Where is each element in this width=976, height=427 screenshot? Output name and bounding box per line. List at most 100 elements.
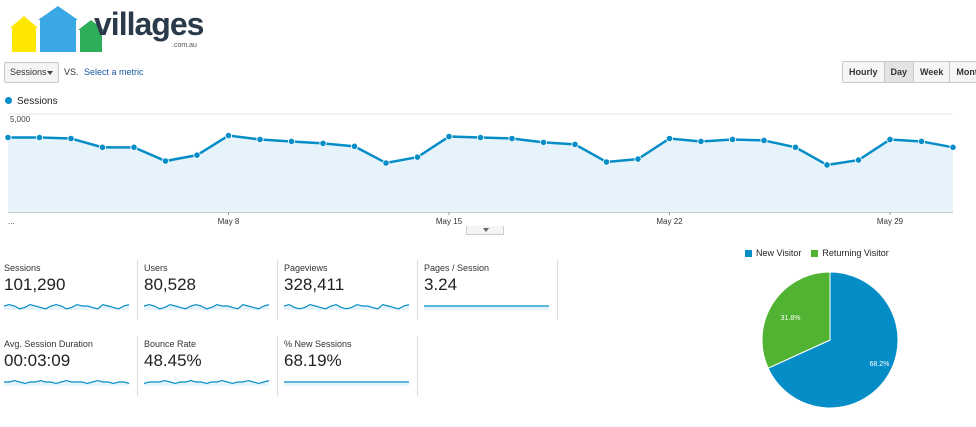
metric-tile-value: 101,290 (4, 275, 66, 294)
data-point[interactable] (413, 153, 422, 161)
metric-select-value: Sessions (10, 67, 47, 77)
select-metric-link[interactable]: Select a metric (84, 67, 144, 77)
legend-label: New Visitor (756, 248, 802, 258)
data-point[interactable] (917, 137, 926, 146)
metric-tile-sessions[interactable]: Sessions 101,290 (0, 260, 138, 320)
data-point[interactable] (161, 157, 170, 165)
sparkline-area (424, 306, 549, 310)
sessions-legend-marker (5, 97, 12, 104)
logo-blue-house (40, 18, 76, 52)
data-point[interactable] (4, 133, 12, 142)
data-point[interactable] (445, 132, 453, 141)
sparkline (144, 303, 269, 310)
metric-select[interactable]: Sessions (4, 62, 59, 83)
metric-tile-label: Sessions (4, 263, 41, 273)
interval-button-group: Hourly Day Week Month (842, 61, 976, 83)
data-point[interactable] (665, 134, 674, 143)
sessions-area (8, 135, 953, 212)
interval-week-button[interactable]: Week (914, 62, 951, 82)
data-point[interactable] (350, 142, 359, 150)
data-point[interactable] (67, 134, 75, 143)
metric-tile-value: 48.45% (144, 351, 202, 370)
sparkline-line (144, 303, 269, 310)
data-point[interactable] (476, 133, 485, 142)
legend-swatch (811, 249, 819, 257)
logo-domain: .com.au (172, 42, 197, 49)
y-tick-label: 5,000 (10, 115, 31, 124)
logo-yellow-house (12, 28, 36, 52)
metric-tile-value: 328,411 (284, 275, 345, 294)
metric-tile-label: Avg. Session Duration (4, 339, 93, 349)
vs-label: VS. (64, 67, 79, 77)
data-point[interactable] (256, 135, 264, 144)
data-point[interactable] (886, 135, 894, 144)
interval-day-button[interactable]: Day (884, 62, 915, 82)
sparkline (284, 381, 409, 386)
x-tick-label: May 8 (218, 217, 240, 226)
villages-logo (10, 6, 104, 52)
metric-tile-bounce-rate[interactable]: Bounce Rate 48.45% (140, 336, 278, 396)
data-point[interactable] (287, 137, 296, 146)
x-tick-label: ... (8, 217, 15, 226)
chart-collapse-toggle[interactable] (466, 226, 504, 235)
data-point[interactable] (130, 143, 138, 151)
data-point[interactable] (791, 143, 800, 151)
logo-wordmark: villages (94, 6, 204, 42)
data-point[interactable] (823, 161, 831, 169)
metric-tile-label: Users (144, 263, 168, 273)
metric-tile-users[interactable]: Users 80,528 (140, 260, 278, 320)
data-point[interactable] (319, 139, 327, 148)
pie-slice-returning-visitor[interactable] (761, 271, 831, 369)
data-point[interactable] (602, 158, 611, 166)
chevron-down-icon (47, 71, 53, 75)
metric-tile-value: 00:03:09 (4, 351, 71, 370)
metric-tile-avg-session-duration[interactable]: Avg. Session Duration 00:03:09 (0, 336, 138, 396)
metric-tile-label: Pageviews (284, 263, 328, 273)
data-point[interactable] (760, 136, 768, 145)
sparkline-line (4, 379, 129, 385)
visitor-type-pie-chart: 68.2% 31.8% (761, 271, 899, 409)
sparkline-area (4, 380, 129, 386)
metric-tile-value: 3.24 (424, 275, 458, 294)
interval-month-button[interactable]: Month (950, 62, 976, 82)
sparkline (4, 379, 129, 386)
metric-tile-pageviews[interactable]: Pageviews 328,411 (280, 260, 418, 320)
sparkline (144, 379, 269, 386)
pie-legend: New Visitor Returning Visitor (745, 248, 889, 258)
sparkline-line (4, 303, 129, 310)
caret-down-icon (483, 228, 489, 232)
metric-tile-new-sessions[interactable]: % New Sessions 68.19% (280, 336, 418, 396)
interval-hourly-button[interactable]: Hourly (843, 62, 885, 82)
data-point[interactable] (571, 140, 579, 148)
sparkline (284, 303, 409, 310)
data-point[interactable] (382, 159, 390, 167)
legend-swatch (745, 249, 752, 257)
data-point[interactable] (539, 138, 548, 147)
data-point[interactable] (224, 131, 233, 140)
pie-slice-label: 68.2% (870, 361, 890, 368)
sparkline-area (144, 380, 269, 386)
data-point[interactable] (854, 156, 863, 164)
pie-legend-item-returning-visitor[interactable]: Returning Visitor (811, 248, 889, 258)
data-point[interactable] (98, 143, 107, 151)
x-tick-label: May 29 (877, 217, 904, 226)
metric-tile-label: Bounce Rate (144, 339, 197, 349)
data-point[interactable] (508, 134, 516, 143)
data-point[interactable] (193, 151, 201, 159)
metric-tile-pages-per-session[interactable]: Pages / Session 3.24 (420, 260, 558, 320)
data-point[interactable] (949, 143, 957, 151)
metric-tile-value: 68.19% (284, 351, 342, 370)
pie-legend-item-new-visitor[interactable]: New Visitor (745, 248, 801, 258)
data-point[interactable] (697, 137, 705, 146)
pie-slice-new-visitor[interactable] (767, 271, 899, 409)
metric-tile-label: % New Sessions (284, 339, 352, 349)
data-point[interactable] (728, 135, 737, 144)
sparkline-line (284, 303, 409, 310)
sparkline-area (4, 304, 129, 310)
data-point[interactable] (35, 133, 44, 142)
pie-slice-label: 31.8% (781, 315, 801, 322)
sessions-legend-label: Sessions (17, 96, 58, 107)
data-point[interactable] (634, 155, 642, 163)
x-tick-label: May 22 (656, 217, 683, 226)
